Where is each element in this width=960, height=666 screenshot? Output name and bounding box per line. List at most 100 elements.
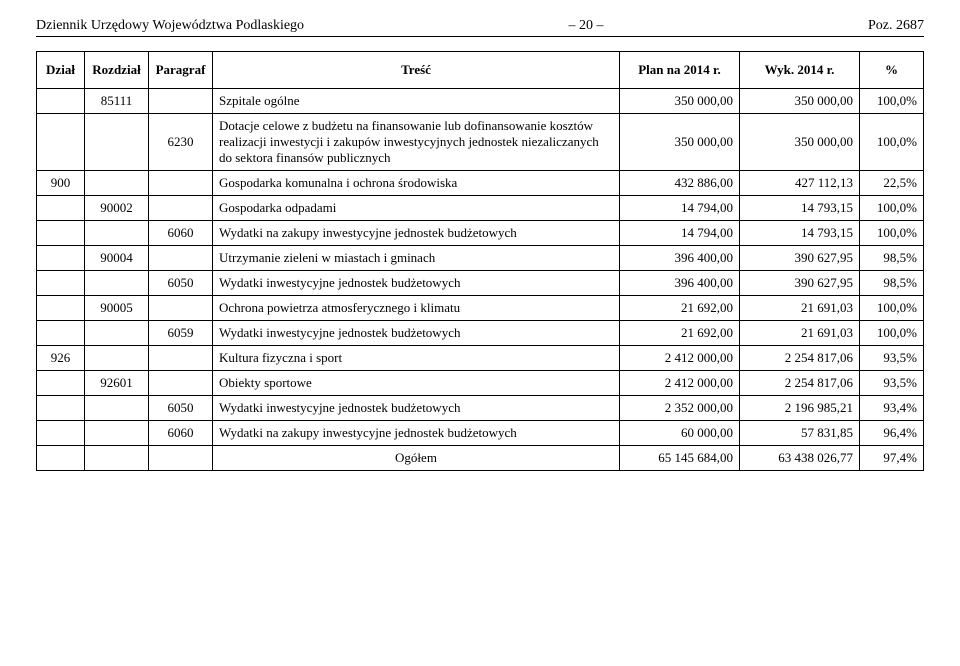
cell-rozdzial: 90002 bbox=[85, 196, 149, 221]
table-row: 900 Gospodarka komunalna i ochrona środow… bbox=[37, 171, 924, 196]
cell-tresc: Ochrona powietrza atmosferycznego i klim… bbox=[213, 296, 620, 321]
table-row: 6059Wydatki inwestycyjne jednostek budże… bbox=[37, 321, 924, 346]
cell-pct: 100,0% bbox=[860, 321, 924, 346]
table-row: 6230Dotacje celowe z budżetu na finansow… bbox=[37, 114, 924, 171]
cell-rozdzial: 85111 bbox=[85, 89, 149, 114]
header-center: – 20 – bbox=[569, 18, 604, 34]
table-row: 6050Wydatki inwestycyjne jednostek budże… bbox=[37, 396, 924, 421]
cell-dzial: 900 bbox=[37, 171, 85, 196]
cell-dzial bbox=[37, 421, 85, 446]
cell-wyk: 14 793,15 bbox=[740, 221, 860, 246]
cell-rozdzial bbox=[85, 346, 149, 371]
cell-plan: 432 886,00 bbox=[620, 171, 740, 196]
cell-rozdzial bbox=[85, 446, 149, 471]
cell-tresc: Wydatki na zakupy inwestycyjne jednostek… bbox=[213, 421, 620, 446]
cell-dzial bbox=[37, 196, 85, 221]
cell-wyk: 57 831,85 bbox=[740, 421, 860, 446]
cell-paragraf: 6059 bbox=[149, 321, 213, 346]
cell-rozdzial: 90004 bbox=[85, 246, 149, 271]
cell-dzial bbox=[37, 246, 85, 271]
cell-wyk: 2 196 985,21 bbox=[740, 396, 860, 421]
col-header-rozdzial: Rozdział bbox=[85, 52, 149, 89]
cell-plan: 396 400,00 bbox=[620, 246, 740, 271]
cell-dzial bbox=[37, 296, 85, 321]
cell-plan: 2 412 000,00 bbox=[620, 371, 740, 396]
cell-rozdzial bbox=[85, 271, 149, 296]
table-row: 90002Gospodarka odpadami14 794,0014 793,… bbox=[37, 196, 924, 221]
cell-rozdzial bbox=[85, 221, 149, 246]
cell-pct: 97,4% bbox=[860, 446, 924, 471]
cell-dzial bbox=[37, 271, 85, 296]
cell-rozdzial bbox=[85, 321, 149, 346]
table-row: 926 Kultura fizyczna i sport2 412 000,002… bbox=[37, 346, 924, 371]
table-row: 6060Wydatki na zakupy inwestycyjne jedno… bbox=[37, 421, 924, 446]
col-header-plan: Plan na 2014 r. bbox=[620, 52, 740, 89]
cell-wyk: 390 627,95 bbox=[740, 246, 860, 271]
cell-plan: 65 145 684,00 bbox=[620, 446, 740, 471]
cell-tresc: Wydatki inwestycyjne jednostek budżetowy… bbox=[213, 321, 620, 346]
cell-wyk: 390 627,95 bbox=[740, 271, 860, 296]
cell-paragraf bbox=[149, 346, 213, 371]
cell-plan: 396 400,00 bbox=[620, 271, 740, 296]
cell-tresc: Dotacje celowe z budżetu na finansowanie… bbox=[213, 114, 620, 171]
cell-pct: 93,5% bbox=[860, 346, 924, 371]
col-header-tresc: Treść bbox=[213, 52, 620, 89]
cell-wyk: 63 438 026,77 bbox=[740, 446, 860, 471]
cell-wyk: 21 691,03 bbox=[740, 296, 860, 321]
table-row: 6060Wydatki na zakupy inwestycyjne jedno… bbox=[37, 221, 924, 246]
col-header-pct: % bbox=[860, 52, 924, 89]
cell-rozdzial bbox=[85, 396, 149, 421]
cell-plan: 14 794,00 bbox=[620, 221, 740, 246]
cell-tresc: Gospodarka odpadami bbox=[213, 196, 620, 221]
cell-paragraf: 6060 bbox=[149, 421, 213, 446]
cell-plan: 14 794,00 bbox=[620, 196, 740, 221]
cell-paragraf bbox=[149, 446, 213, 471]
cell-wyk: 2 254 817,06 bbox=[740, 346, 860, 371]
cell-paragraf bbox=[149, 296, 213, 321]
cell-plan: 2 412 000,00 bbox=[620, 346, 740, 371]
col-header-paragraf: Paragraf bbox=[149, 52, 213, 89]
cell-pct: 96,4% bbox=[860, 421, 924, 446]
cell-paragraf bbox=[149, 89, 213, 114]
cell-tresc: Gospodarka komunalna i ochrona środowisk… bbox=[213, 171, 620, 196]
cell-tresc: Szpitale ogólne bbox=[213, 89, 620, 114]
cell-plan: 350 000,00 bbox=[620, 114, 740, 171]
col-header-dzial: Dział bbox=[37, 52, 85, 89]
cell-paragraf bbox=[149, 371, 213, 396]
cell-pct: 100,0% bbox=[860, 89, 924, 114]
cell-rozdzial: 90005 bbox=[85, 296, 149, 321]
cell-pct: 98,5% bbox=[860, 246, 924, 271]
cell-tresc: Wydatki inwestycyjne jednostek budżetowy… bbox=[213, 271, 620, 296]
cell-rozdzial bbox=[85, 114, 149, 171]
header-border bbox=[36, 36, 924, 37]
cell-pct: 93,5% bbox=[860, 371, 924, 396]
header-left: Dziennik Urzędowy Województwa Podlaskieg… bbox=[36, 18, 304, 34]
cell-pct: 98,5% bbox=[860, 271, 924, 296]
cell-wyk: 350 000,00 bbox=[740, 89, 860, 114]
cell-paragraf: 6050 bbox=[149, 271, 213, 296]
cell-dzial bbox=[37, 114, 85, 171]
cell-dzial: 926 bbox=[37, 346, 85, 371]
budget-table: Dział Rozdział Paragraf Treść Plan na 20… bbox=[36, 51, 924, 471]
cell-pct: 100,0% bbox=[860, 196, 924, 221]
cell-paragraf: 6060 bbox=[149, 221, 213, 246]
cell-plan: 21 692,00 bbox=[620, 321, 740, 346]
cell-paragraf bbox=[149, 171, 213, 196]
cell-tresc: Utrzymanie zieleni w miastach i gminach bbox=[213, 246, 620, 271]
table-row: 6050Wydatki inwestycyjne jednostek budże… bbox=[37, 271, 924, 296]
cell-tresc: Kultura fizyczna i sport bbox=[213, 346, 620, 371]
cell-tresc: Ogółem bbox=[213, 446, 620, 471]
cell-pct: 100,0% bbox=[860, 221, 924, 246]
cell-wyk: 2 254 817,06 bbox=[740, 371, 860, 396]
cell-plan: 21 692,00 bbox=[620, 296, 740, 321]
cell-rozdzial: 92601 bbox=[85, 371, 149, 396]
cell-wyk: 21 691,03 bbox=[740, 321, 860, 346]
cell-dzial bbox=[37, 321, 85, 346]
cell-dzial bbox=[37, 446, 85, 471]
cell-paragraf bbox=[149, 246, 213, 271]
cell-plan: 60 000,00 bbox=[620, 421, 740, 446]
table-header-row: Dział Rozdział Paragraf Treść Plan na 20… bbox=[37, 52, 924, 89]
header-right: Poz. 2687 bbox=[868, 18, 924, 34]
cell-rozdzial bbox=[85, 171, 149, 196]
cell-dzial bbox=[37, 221, 85, 246]
